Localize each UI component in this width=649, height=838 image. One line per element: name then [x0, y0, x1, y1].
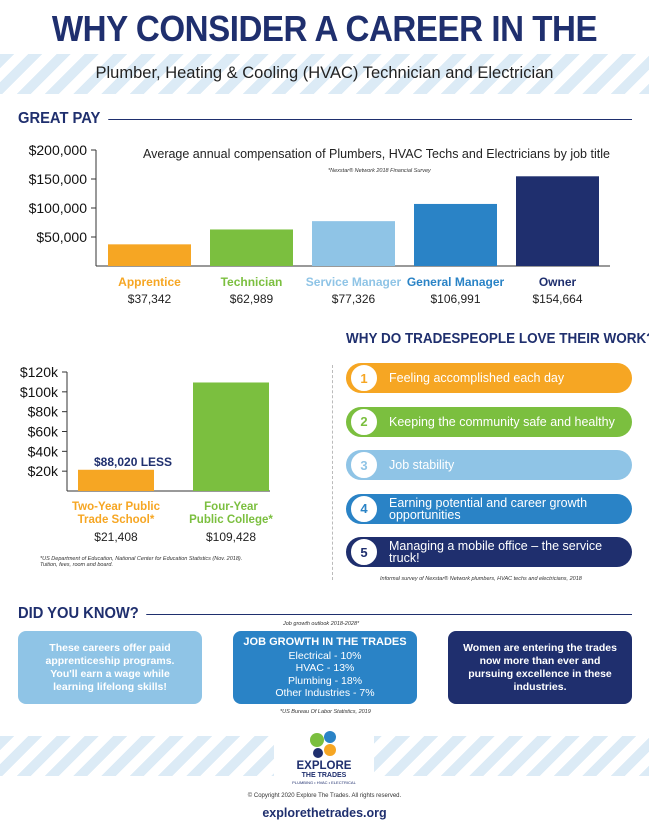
edu-value-label: $109,428	[206, 530, 256, 544]
logo-line2: THE TRADES	[301, 772, 347, 779]
page-subtitle: Plumber, Heating & Cooling (HVAC) Techni…	[95, 64, 554, 82]
copyright: © Copyright 2020 Explore The Trades. All…	[247, 793, 402, 799]
reason-text: Job stability	[389, 458, 455, 472]
edu-category-label: Trade School*	[78, 514, 155, 526]
logo-tagline: PLUMBING • HVAC • ELECTRICAL	[292, 780, 356, 785]
reason-number: 4	[351, 495, 377, 522]
pay-category-label: Technician	[221, 275, 283, 289]
apprenticeship-box: These careers offer paid apprenticeship …	[18, 631, 202, 704]
edu-y-tick-label: $120k	[20, 364, 59, 380]
job-growth-line: HVAC - 13%	[295, 662, 355, 674]
edu-bar	[78, 469, 154, 491]
pay-y-tick-label: $150,000	[29, 171, 88, 187]
education-chart: $20k $40k $60k $80k $100k $120k Two-Year Publi…	[20, 364, 274, 544]
footer-url-link[interactable]: explorethetrades.org	[262, 806, 387, 820]
job-growth-list: Electrical - 10% HVAC - 13% Plumbing - 18%…	[275, 650, 374, 700]
reason-item: 1 Feeling accomplished each day	[346, 363, 632, 393]
reason-item: 5 Managing a mobile office – the service …	[346, 537, 632, 567]
reason-number: 5	[351, 539, 377, 565]
less-label: $88,020 LESS	[94, 455, 173, 469]
reason-item: 4 Earning potential and career growth opp…	[346, 493, 632, 524]
did-you-know-rule	[18, 614, 632, 615]
education-footnote-line1: *US Department of Education, National Ce…	[40, 556, 243, 562]
why-love-heading: WHY DO TRADESPEOPLE LOVE THEIR WORK?	[346, 331, 649, 347]
job-growth-title: JOB GROWTH IN THE TRADES	[243, 635, 407, 648]
edu-y-tick-label: $40k	[28, 443, 59, 459]
reason-text: Managing a mobile office – the service t…	[389, 539, 603, 565]
edu-y-tick-label: $80k	[28, 404, 59, 420]
great-pay-heading: GREAT PAY	[18, 110, 108, 128]
pay-category-label: Owner	[539, 275, 577, 289]
pay-chart-title: Average annual compensation of Plumbers,…	[143, 147, 610, 161]
pay-y-tick-label: $200,000	[29, 142, 88, 158]
pay-bar	[516, 176, 599, 266]
education-footnote-line2: Tuition, fees, room and board.	[40, 562, 113, 568]
reason-item: 2 Keeping the community safe and healthy	[346, 406, 632, 437]
reason-text: Earning potential and career growth oppo…	[389, 495, 588, 522]
edu-category-label: Two-Year Public	[72, 501, 161, 513]
edu-value-label: $21,408	[94, 530, 138, 544]
pay-chart-source: *Nexstar® Network 2018 Financial Survey	[328, 168, 431, 174]
did-you-know-heading: DID YOU KNOW?	[18, 605, 147, 623]
job-growth-source: *US Bureau Of Labor Statistics, 2019	[280, 709, 371, 715]
edu-y-tick-label: $100k	[20, 384, 59, 400]
pay-bar	[210, 229, 293, 266]
edu-bar	[193, 382, 269, 491]
reason-number: 3	[351, 452, 377, 478]
reason-number: 1	[351, 365, 377, 391]
reason-text: Feeling accomplished each day	[389, 371, 565, 385]
why-love-footnote: Informal survey of Nexstar® Network plum…	[380, 576, 582, 582]
job-growth-line: Plumbing - 18%	[287, 674, 363, 687]
growth-note: Job growth outlook 2018-2028*	[283, 621, 360, 627]
logo-line1: EXPLORE	[296, 760, 352, 772]
pay-y-tick-label: $100,000	[29, 200, 88, 216]
education-footnote: *US Department of Education, National Ce…	[40, 556, 320, 568]
vertical-divider	[332, 365, 333, 580]
edu-y-tick-label: $60k	[28, 424, 59, 440]
pay-value-label: $154,664	[532, 292, 582, 306]
pay-category-label: Service Manager	[306, 275, 402, 289]
reason-text: Keeping the community safe and healthy	[389, 414, 615, 429]
job-growth-line: Other Industries - 7%	[275, 687, 375, 699]
pay-chart: $50,000 $100,000 $150,000 $200,000 Apprentic…	[29, 142, 610, 306]
edu-category-label: Public College*	[189, 514, 273, 526]
pay-value-label: $77,326	[332, 292, 376, 306]
pay-category-label: General Manager	[407, 275, 505, 289]
job-growth-box: JOB GROWTH IN THE TRADES Electrical - 10…	[233, 631, 417, 704]
pay-value-label: $62,989	[230, 292, 274, 306]
pay-y-tick-label: $50,000	[36, 229, 87, 245]
pay-value-label: $106,991	[430, 292, 480, 306]
great-pay-rule	[18, 119, 632, 120]
logo: EXPLORE THE TRADES PLUMBING • HVAC • ELE…	[274, 726, 374, 788]
women-box: Women are entering the trades now more t…	[448, 631, 632, 704]
edu-category-label: Four-Year	[204, 501, 258, 513]
pay-bar	[312, 221, 395, 266]
subtitle-band	[0, 54, 649, 94]
why-love-list: 1 Feeling accomplished each day 2 Keeping t…	[346, 363, 632, 581]
women-text: Women are entering the trades now more t…	[463, 641, 617, 693]
edu-y-tick-label: $20k	[28, 463, 59, 479]
logo-icon	[310, 731, 336, 758]
pay-bar	[108, 244, 191, 266]
pay-category-label: Apprentice	[118, 275, 181, 289]
apprenticeship-text: These careers offer paid apprenticeship …	[45, 641, 175, 693]
reason-number: 2	[351, 408, 377, 435]
pay-value-label: $37,342	[128, 292, 172, 306]
job-growth-line: Electrical - 10%	[288, 649, 362, 662]
reason-item: 3 Job stability	[346, 450, 632, 480]
pay-bar	[414, 203, 497, 266]
